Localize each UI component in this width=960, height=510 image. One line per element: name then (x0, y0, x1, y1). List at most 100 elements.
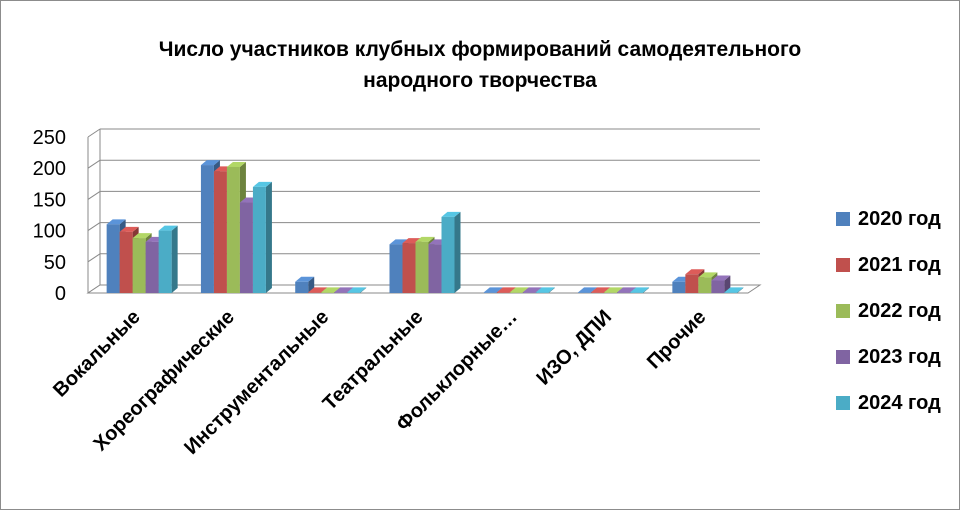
bar (252, 186, 266, 293)
bar (441, 216, 455, 293)
gridline-side (87, 128, 101, 138)
legend-swatch (836, 396, 850, 410)
y-tick-label: 200 (33, 158, 66, 180)
bar-side (265, 181, 272, 293)
gridline-side (87, 190, 101, 200)
bar (402, 243, 416, 293)
bar (145, 241, 159, 293)
bar-side (360, 287, 367, 293)
legend-label: 2021 год (858, 253, 941, 276)
bar (509, 292, 523, 293)
bar (685, 274, 699, 293)
x-tick-label: ИЗО, ДПИ (532, 306, 616, 390)
chart-title: Число участников клубных формирований са… (0, 34, 960, 96)
bar (711, 280, 725, 293)
bar (428, 244, 442, 293)
legend-item: 2023 год (836, 334, 960, 380)
bar (158, 230, 172, 293)
bar-top (347, 287, 367, 293)
bar (604, 292, 618, 293)
bar-top (321, 287, 341, 293)
bar-side (171, 225, 178, 293)
bar-top (106, 219, 126, 225)
bar-top (441, 211, 461, 217)
bar-top (630, 287, 650, 293)
legend-label: 2023 год (858, 345, 941, 368)
bar-top (591, 287, 611, 293)
bar (200, 165, 214, 293)
bar-top (200, 160, 220, 166)
bar (698, 277, 712, 293)
legend-swatch (836, 212, 850, 226)
chart-title-line-2: народного творчества (363, 69, 597, 92)
bar (308, 292, 322, 293)
bar (483, 292, 497, 293)
chart-title-line-1: Число участников клубных формирований са… (158, 38, 802, 61)
bar-side (643, 287, 650, 293)
legend-swatch (836, 304, 850, 318)
legend-label: 2020 год (858, 207, 941, 230)
bar (321, 292, 335, 293)
bar-top (496, 287, 516, 293)
bar (591, 292, 605, 293)
bar-top (158, 225, 178, 231)
x-tick-label: Вокальные (49, 306, 145, 402)
chart-legend: 2020 год 2021 год 2022 год 2023 год 2024… (836, 196, 960, 426)
bar (630, 292, 644, 293)
legend-label: 2024 год (858, 391, 941, 414)
bar (295, 281, 309, 293)
bar-side (737, 287, 744, 293)
bar-side (548, 287, 555, 293)
bar-top (685, 269, 705, 275)
bar (617, 292, 631, 293)
bar-top (724, 287, 744, 293)
bar (347, 292, 361, 293)
bar (119, 231, 133, 293)
bar-top (711, 275, 731, 281)
bar (672, 281, 686, 293)
x-tick-label: Театральные (319, 306, 428, 415)
y-tick-label: 50 (44, 252, 66, 274)
bar-top (415, 236, 435, 242)
legend-swatch (836, 258, 850, 272)
bar (724, 292, 738, 293)
legend-label: 2022 год (858, 299, 941, 322)
bar (522, 292, 536, 293)
bar (106, 224, 120, 293)
bar (415, 241, 429, 293)
bar (334, 292, 348, 293)
bar (389, 244, 403, 293)
legend-swatch (836, 350, 850, 364)
gridline-side (87, 222, 101, 232)
legend-item: 2022 год (836, 288, 960, 334)
bar (132, 238, 146, 293)
bar-top (226, 161, 246, 167)
gridline-side (87, 253, 101, 263)
bar-top (308, 287, 328, 293)
bar-side (454, 211, 461, 293)
bar-top (334, 287, 354, 293)
bar-top (132, 233, 152, 239)
bar-top (252, 181, 272, 187)
bar-top (295, 276, 315, 282)
legend-item: 2021 год (836, 242, 960, 288)
bar-top (483, 287, 503, 293)
y-tick-label: 0 (55, 283, 66, 305)
gridline-side (87, 159, 101, 169)
y-tick-label: 150 (33, 189, 66, 211)
bar-top (698, 272, 718, 278)
bar-side (724, 275, 731, 293)
legend-item: 2020 год (836, 196, 960, 242)
bar-top (604, 287, 624, 293)
y-tick-label: 100 (33, 221, 66, 243)
bar-top (617, 287, 637, 293)
bar (226, 166, 240, 293)
x-tick-label: Прочие (643, 306, 710, 373)
y-tick-label: 250 (33, 127, 66, 149)
bar (496, 292, 510, 293)
bar-top (578, 287, 598, 293)
legend-item: 2024 год (836, 380, 960, 426)
bar (535, 292, 549, 293)
bar (239, 202, 253, 293)
